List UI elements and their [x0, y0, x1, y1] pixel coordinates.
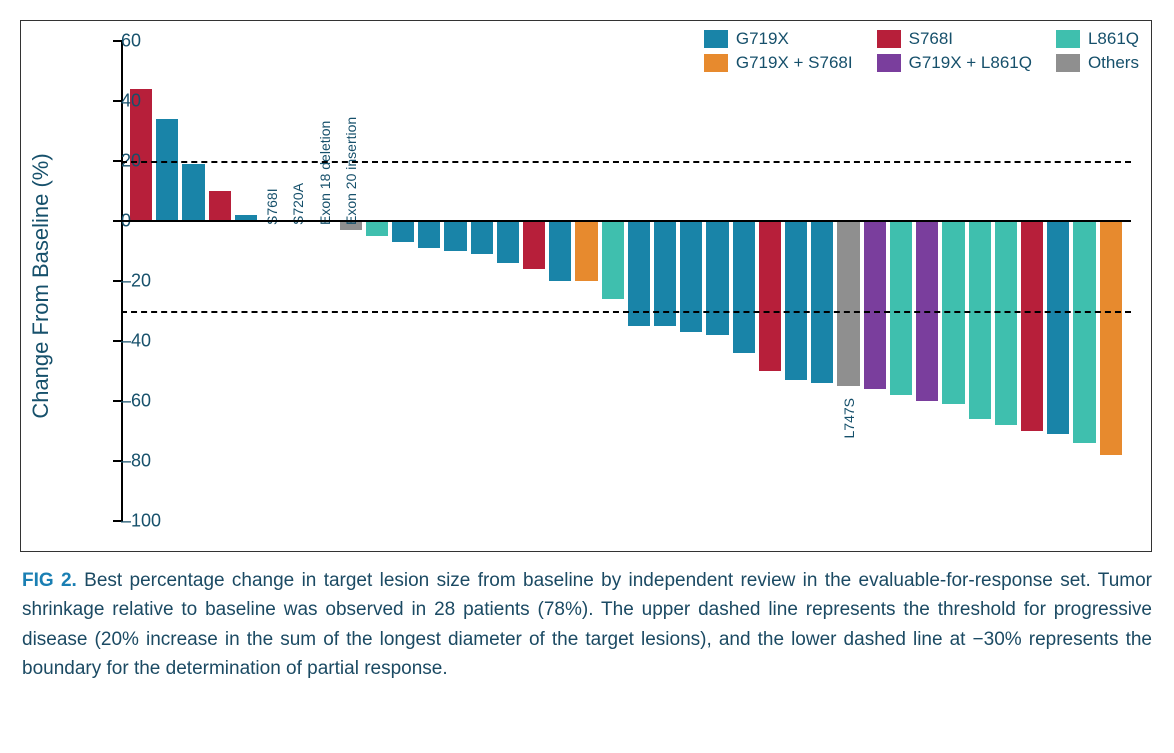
waterfall-bar	[680, 221, 702, 332]
bar-slot	[234, 41, 258, 521]
bar-slot	[155, 41, 179, 521]
bar-annotation: Exon 20 insertion	[343, 117, 359, 225]
waterfall-bar	[1021, 221, 1043, 431]
waterfall-bar	[392, 221, 414, 242]
y-axis-title: Change From Baseline (%)	[28, 153, 54, 418]
bar-slot	[1099, 41, 1123, 521]
y-tick-label: –80	[121, 451, 133, 472]
bar-slot	[1046, 41, 1070, 521]
reference-line	[121, 311, 1131, 313]
y-tick-label: 60	[121, 31, 133, 52]
y-tick-label: –40	[121, 331, 133, 352]
bar-slot	[732, 41, 756, 521]
waterfall-bar	[995, 221, 1017, 425]
waterfall-bar	[706, 221, 728, 335]
bar-slot	[784, 41, 808, 521]
bar-slot	[1072, 41, 1096, 521]
bar-annotation: Exon 18 deletion	[317, 121, 333, 225]
bar-slot	[968, 41, 992, 521]
bar-slot: Exon 20 insertion	[339, 41, 363, 521]
figure-label: FIG 2.	[22, 570, 77, 591]
bar-slot	[391, 41, 415, 521]
waterfall-bar	[418, 221, 440, 248]
bar-slot: Exon 18 deletion	[312, 41, 336, 521]
bar-slot	[653, 41, 677, 521]
waterfall-bar	[497, 221, 519, 263]
y-tick-label: 40	[121, 91, 133, 112]
waterfall-bar	[733, 221, 755, 353]
bar-slot: S720A	[286, 41, 310, 521]
waterfall-bar	[1073, 221, 1095, 443]
waterfall-bar	[1047, 221, 1069, 434]
y-tick-label: –100	[121, 511, 133, 532]
waterfall-bar	[182, 164, 204, 221]
bar-slot	[522, 41, 546, 521]
bar-slot	[208, 41, 232, 521]
waterfall-bar	[811, 221, 833, 383]
waterfall-bar	[575, 221, 597, 281]
bar-slot	[705, 41, 729, 521]
bar-slot: S768I	[260, 41, 284, 521]
bar-slot	[496, 41, 520, 521]
waterfall-bar	[785, 221, 807, 380]
figure-caption-text: Best percentage change in target lesion …	[22, 570, 1152, 679]
bar-slot: L747S	[836, 41, 860, 521]
bar-slot	[915, 41, 939, 521]
bar-slot	[548, 41, 572, 521]
figure-caption: FIG 2. Best percentage change in target …	[22, 566, 1152, 684]
bar-slot	[574, 41, 598, 521]
waterfall-bar	[523, 221, 545, 269]
waterfall-bar	[444, 221, 466, 251]
waterfall-bar	[759, 221, 781, 371]
reference-line	[121, 161, 1131, 163]
bar-slot	[1020, 41, 1044, 521]
waterfall-bar	[366, 221, 388, 236]
y-tick-label: –20	[121, 271, 133, 292]
bar-slot	[470, 41, 494, 521]
bar-annotation: L747S	[841, 398, 857, 438]
y-tick-label: –60	[121, 391, 133, 412]
waterfall-bar	[156, 119, 178, 221]
waterfall-bar	[1100, 221, 1122, 455]
bar-slot	[889, 41, 913, 521]
waterfall-bar	[890, 221, 912, 395]
bar-annotation: S720A	[290, 183, 306, 225]
bar-slot	[417, 41, 441, 521]
waterfall-bar	[471, 221, 493, 254]
bars-group: S768I S720A Exon 18 deletion Exon 20 insert…	[129, 41, 1123, 521]
bar-slot	[994, 41, 1018, 521]
bar-slot	[443, 41, 467, 521]
bar-slot	[679, 41, 703, 521]
waterfall-bar	[602, 221, 624, 299]
waterfall-bar	[969, 221, 991, 419]
bar-slot	[365, 41, 389, 521]
bar-slot	[181, 41, 205, 521]
waterfall-bar	[864, 221, 886, 389]
bar-slot	[863, 41, 887, 521]
waterfall-bar	[549, 221, 571, 281]
waterfall-bar	[837, 221, 859, 386]
chart-frame: Change From Baseline (%) G719XS768IL861Q…	[20, 20, 1152, 552]
bar-slot	[758, 41, 782, 521]
bar-slot	[810, 41, 834, 521]
bar-slot	[601, 41, 625, 521]
bar-slot	[627, 41, 651, 521]
waterfall-bar	[209, 191, 231, 221]
zero-line	[121, 220, 1131, 222]
waterfall-chart-figure: Change From Baseline (%) G719XS768IL861Q…	[20, 20, 1154, 684]
bar-slot	[941, 41, 965, 521]
plot-area: S768I S720A Exon 18 deletion Exon 20 insert…	[121, 41, 1131, 521]
